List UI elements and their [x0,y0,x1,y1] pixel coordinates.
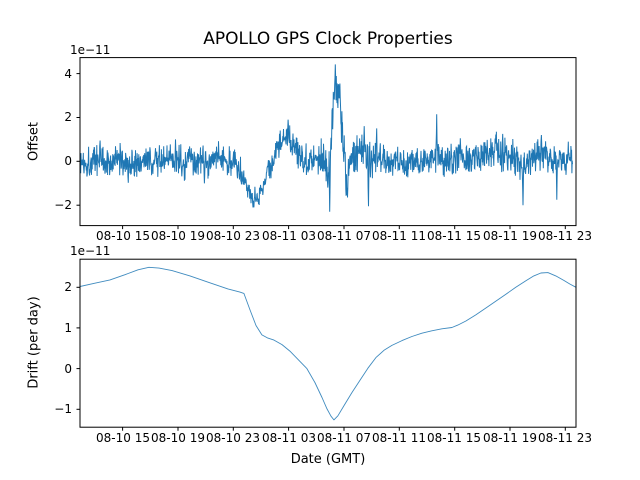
x-tick-label: 08-11 19 [483,229,537,243]
y-tick-label: 0 [64,362,72,376]
x-tick-label: 08-10 19 [151,229,205,243]
x-tick-label: 08-11 15 [427,229,481,243]
x-tick-label: 08-10 23 [206,431,260,445]
y-tick-label: −1 [54,402,72,416]
x-tick-label: 08-11 19 [483,431,537,445]
y-tick-label: 0 [64,154,72,168]
x-tick-label: 08-11 15 [427,431,481,445]
x-tick-label: 08-11 03 [262,431,316,445]
x-tick-label: 08-11 11 [372,229,426,243]
xlabel-date-gmt: Date (GMT) [290,452,366,467]
y-tick-label: 1 [64,321,72,335]
drift-axis-scale-label: 1e−11 [70,244,111,258]
x-tick-label: 08-11 11 [372,431,426,445]
x-tick-label: 08-11 03 [262,229,316,243]
offset-axis-scale-label: 1e−11 [70,43,111,57]
y-tick-label: 2 [64,110,72,124]
x-tick-label: 08-11 07 [317,431,371,445]
x-tick-label: 08-11 07 [317,229,371,243]
ylabel-offset: Offset [26,121,42,162]
y-tick-label: 4 [64,67,72,81]
y-tick-label: 2 [64,280,72,294]
x-tick-label: 08-11 23 [538,431,592,445]
ylabel-drift: Drift (per day) [26,296,42,389]
x-tick-label: 08-10 15 [96,431,150,445]
x-tick-label: 08-11 23 [538,229,592,243]
chart-title: APOLLO GPS Clock Properties [203,29,453,49]
x-tick-label: 08-10 15 [96,229,150,243]
y-tick-label: −2 [54,198,72,212]
x-tick-label: 08-10 19 [151,431,205,445]
x-tick-label: 08-10 23 [206,229,260,243]
